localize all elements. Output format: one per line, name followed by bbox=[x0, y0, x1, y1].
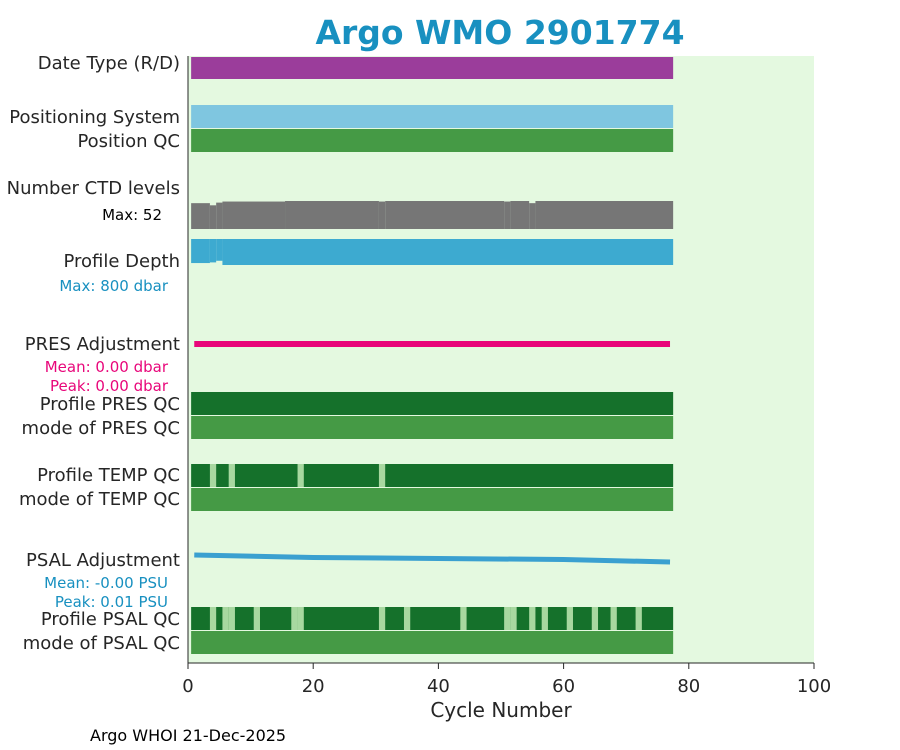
bar-ctd-levels bbox=[285, 201, 379, 229]
psal-qc-flag-mark bbox=[253, 607, 260, 630]
chart-title: Argo WMO 2901774 bbox=[315, 13, 684, 52]
qc-flag-marks bbox=[209, 464, 642, 630]
bar-profile-depth bbox=[191, 239, 210, 264]
line-psal-adjustment bbox=[194, 552, 671, 565]
bar-ctd-levels bbox=[209, 205, 217, 229]
psal-qc-flag-mark bbox=[541, 607, 548, 630]
psal-qc-flag-mark bbox=[635, 607, 642, 630]
x-tick-label: 100 bbox=[797, 676, 831, 697]
bar-positioning-system bbox=[191, 105, 674, 128]
psal-qc-flag-mark bbox=[403, 607, 411, 630]
label-profile-pres-qc: Profile PRES QC bbox=[40, 394, 180, 415]
footer-credit: Argo WHOI 21-Dec-2025 bbox=[90, 726, 286, 745]
bar-profile-pres-qc bbox=[191, 392, 674, 415]
label-profile-psal-qc: Profile PSAL QC bbox=[41, 609, 180, 630]
x-axis-ticks: 0 20 40 60 80 100 bbox=[182, 663, 831, 697]
bar-ctd-levels bbox=[385, 201, 505, 229]
pres-adjustment-mean: Mean: 0.00 dbar bbox=[45, 358, 169, 376]
label-mode-temp-qc: mode of TEMP QC bbox=[19, 489, 180, 510]
temp-qc-flag-mark bbox=[209, 464, 217, 487]
pres-adjustment-peak: Peak: 0.00 dbar bbox=[50, 377, 169, 395]
psal-qc-flag-mark bbox=[529, 607, 536, 630]
bar-mode-pres-qc bbox=[191, 416, 674, 439]
bar-ctd-levels bbox=[504, 201, 511, 229]
label-position-qc: Position QC bbox=[77, 131, 180, 152]
label-positioning-system: Positioning System bbox=[9, 107, 180, 128]
bar-ctd-levels bbox=[378, 201, 386, 229]
psal-qc-flag-mark bbox=[228, 607, 235, 630]
bar-profile-depth bbox=[222, 239, 674, 265]
x-tick-label: 0 bbox=[182, 676, 193, 697]
label-mode-psal-qc: mode of PSAL QC bbox=[23, 633, 180, 654]
bar-mode-psal-qc bbox=[191, 631, 674, 654]
bar-profile-depth bbox=[209, 239, 217, 263]
row-bars bbox=[191, 57, 674, 654]
temp-qc-flag-mark bbox=[297, 464, 304, 487]
x-tick-label: 20 bbox=[302, 676, 325, 697]
label-date-type: Date Type (R/D) bbox=[38, 53, 180, 74]
psal-qc-flag-mark bbox=[209, 607, 217, 630]
bar-profile-depth bbox=[216, 239, 223, 261]
psal-qc-flag-mark bbox=[297, 607, 304, 630]
label-number-ctd-levels: Number CTD levels bbox=[7, 178, 180, 199]
temp-qc-flag-mark bbox=[228, 464, 235, 487]
plot-area bbox=[188, 56, 814, 663]
ctd-levels-max: Max: 52 bbox=[102, 206, 162, 224]
x-tick-label: 60 bbox=[552, 676, 575, 697]
psal-qc-flag-mark bbox=[566, 607, 573, 630]
bar-date-type bbox=[191, 57, 674, 79]
bar-ctd-levels bbox=[535, 201, 674, 229]
label-mode-pres-qc: mode of PRES QC bbox=[22, 418, 180, 439]
label-psal-adjustment: PSAL Adjustment bbox=[26, 550, 180, 571]
bar-ctd-levels bbox=[216, 202, 223, 229]
psal-qc-flag-mark bbox=[291, 607, 298, 630]
bar-ctd-levels bbox=[510, 201, 530, 229]
bar-ctd-levels bbox=[222, 201, 286, 229]
bar-ctd-levels bbox=[529, 203, 536, 229]
profile-depth-max: Max: 800 dbar bbox=[59, 277, 168, 295]
bar-profile-temp-qc bbox=[191, 464, 674, 487]
psal-qc-flag-mark bbox=[222, 607, 229, 630]
psal-qc-flag-mark bbox=[460, 607, 467, 630]
psal-adjustment-peak: Peak: 0.01 PSU bbox=[55, 593, 168, 611]
psal-qc-flag-mark bbox=[510, 607, 517, 630]
x-axis-label: Cycle Number bbox=[430, 698, 572, 722]
bar-ctd-levels bbox=[191, 203, 210, 229]
bar-profile-psal-qc bbox=[191, 607, 674, 630]
label-profile-depth: Profile Depth bbox=[63, 251, 180, 272]
temp-qc-flag-mark bbox=[378, 464, 386, 487]
psal-adjustment-mean: Mean: -0.00 PSU bbox=[44, 574, 168, 592]
psal-qc-flag-mark bbox=[591, 607, 599, 630]
x-tick-label: 80 bbox=[677, 676, 700, 697]
bar-mode-temp-qc bbox=[191, 488, 674, 511]
bar-position-qc bbox=[191, 129, 674, 152]
label-profile-temp-qc: Profile TEMP QC bbox=[37, 465, 180, 486]
psal-qc-flag-mark bbox=[610, 607, 617, 630]
x-tick-label: 40 bbox=[427, 676, 450, 697]
psal-qc-flag-mark bbox=[504, 607, 511, 630]
label-pres-adjustment: PRES Adjustment bbox=[25, 334, 180, 355]
psal-qc-flag-mark bbox=[378, 607, 386, 630]
